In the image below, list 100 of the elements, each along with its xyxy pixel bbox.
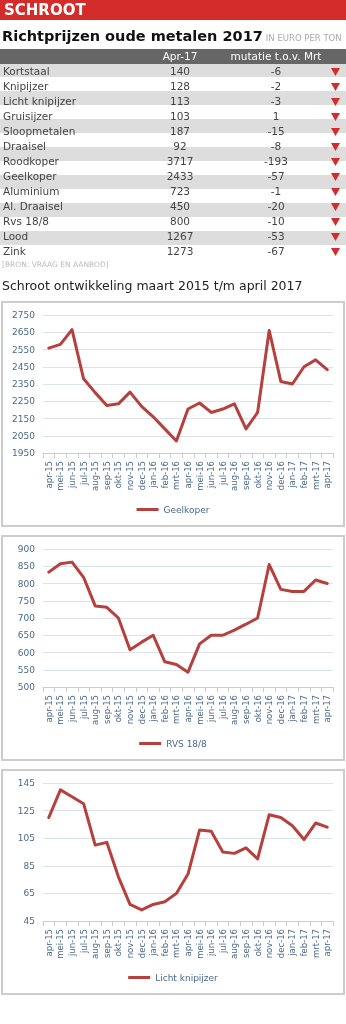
x-tick-label: apr-17 [322,695,333,723]
x-tick-label: aug-16 [229,461,240,491]
data-label: 3717 [165,154,195,169]
x-tick-label: feb-16 [159,695,170,723]
legend-label: Geelkoper [163,504,210,515]
x-tick-label: jan-17 [287,695,298,723]
data-label: 800 [168,214,191,229]
y-tick-label: 2650 [12,327,36,338]
y-tick-label: 2350 [12,379,36,389]
x-tick-label: dec-16 [275,929,286,959]
y-tick-label: 2750 [12,310,36,320]
x-tick-label: nov-16 [264,929,275,959]
x-tick-label: apr-15 [43,461,54,489]
x-tick-label: nov-15 [125,461,135,491]
x-tick-label: nov-16 [264,695,275,725]
legend-label: Licht knipijzer [155,972,219,983]
x-tick-label: sep-15 [101,695,112,724]
category-label: Sloopmetalen [2,124,77,139]
y-tick-label: 105 [17,833,35,844]
x-tick-label: apr-17 [322,929,333,957]
x-tick-label: jul-16 [217,461,228,486]
x-tick-label: apr-16 [183,929,193,957]
data-label: -57 [266,169,286,184]
x-tick-label: apr-15 [43,695,54,723]
data-label: -6 [269,64,283,79]
category-label: Zink [2,244,27,259]
x-tick-label: dec-15 [136,929,147,959]
x-tick-label: mei-15 [55,695,66,725]
x-tick-label: nov-16 [264,461,275,491]
data-label: 1273 [165,244,195,259]
data-label: -8 [269,139,283,154]
x-tick-label: apr-16 [183,461,193,489]
data-label: -10 [266,214,286,229]
data-label: 187 [168,124,191,139]
x-tick-label: jan-16 [148,929,159,957]
y-tick-label: 850 [17,561,36,572]
x-tick-label: aug-15 [90,695,101,725]
x-tick-label: okt-16 [252,695,263,723]
data-label: 92 [172,139,188,154]
data-label: -67 [266,244,286,259]
x-tick-label: okt-15 [113,929,124,957]
category-label: Al. Draaisel [2,199,64,214]
x-tick-label: dec-16 [275,695,286,725]
line-series [47,788,329,912]
data-label: 723 [168,184,191,199]
x-tick-label: mrt-17 [310,695,321,724]
x-tick-label: jun-16 [206,929,217,958]
category-label: Lood [2,229,30,244]
x-tick-label: mei-16 [194,461,205,491]
data-label: -15 [266,124,286,139]
x-tick-label: apr-15 [43,929,54,957]
x-tick-label: okt-16 [252,929,263,957]
category-label: Geelkoper [2,169,58,184]
y-tick-label: 65 [23,888,35,899]
data-label: -2 [269,79,283,94]
y-tick-label: 550 [17,664,36,675]
x-tick-label: jul-16 [217,929,228,954]
line-series [47,560,329,674]
data-label: 1 [271,109,281,124]
x-tick-label: jul-15 [78,929,89,954]
x-tick-label: jun-16 [206,695,217,724]
chart-title: Schroot ontwikkeling maart 2015 t/m april 2017 [1,277,304,295]
y-tick-label: 800 [17,578,36,589]
data-label: 128 [168,79,191,94]
y-tick-label: 750 [17,595,36,606]
text: SCHROOT [0,0,346,20]
x-tick-label: jun-15 [67,695,77,724]
x-tick-label: jul-16 [217,695,228,720]
legend-label: RVS 18/8 [166,738,208,749]
x-tick-label: feb-16 [159,461,170,489]
x-tick-label: dec-15 [136,695,147,725]
y-tick-label: 1950 [12,448,36,458]
y-tick-label: 2550 [12,344,36,355]
x-tick-label: okt-15 [113,461,124,489]
category-label: Rvs 18/8 [2,214,50,229]
category-label: Gruisijzer [2,109,54,124]
x-tick-label: okt-15 [113,695,124,723]
x-tick-label: mrt-16 [171,695,182,724]
data-label: -1 [269,184,283,199]
y-tick-label: 145 [17,778,35,788]
x-tick-label: feb-17 [299,461,309,489]
y-tick-label: 700 [17,613,36,623]
y-tick-label: 85 [23,860,35,871]
text: Richtprijzen oude metalen 2017 [2,28,263,44]
x-tick-label: dec-15 [136,461,147,491]
x-tick-label: aug-16 [229,695,240,725]
x-tick-label: nov-15 [125,695,135,725]
data-label: 103 [168,109,191,124]
x-tick-label: feb-16 [159,929,170,957]
y-tick-label: 125 [17,805,35,816]
x-tick-label: mrt-17 [310,929,321,958]
x-tick-label: mei-16 [194,929,205,959]
x-tick-label: jun-15 [67,929,77,958]
x-tick-label: apr-17 [322,461,333,489]
y-tick-label: 2150 [12,413,36,424]
x-tick-label: mrt-16 [171,929,182,958]
x-tick-label: mrt-16 [171,461,182,490]
x-tick-label: nov-15 [125,929,135,959]
x-tick-label: sep-15 [101,929,112,958]
x-tick-label: sep-16 [241,461,251,490]
